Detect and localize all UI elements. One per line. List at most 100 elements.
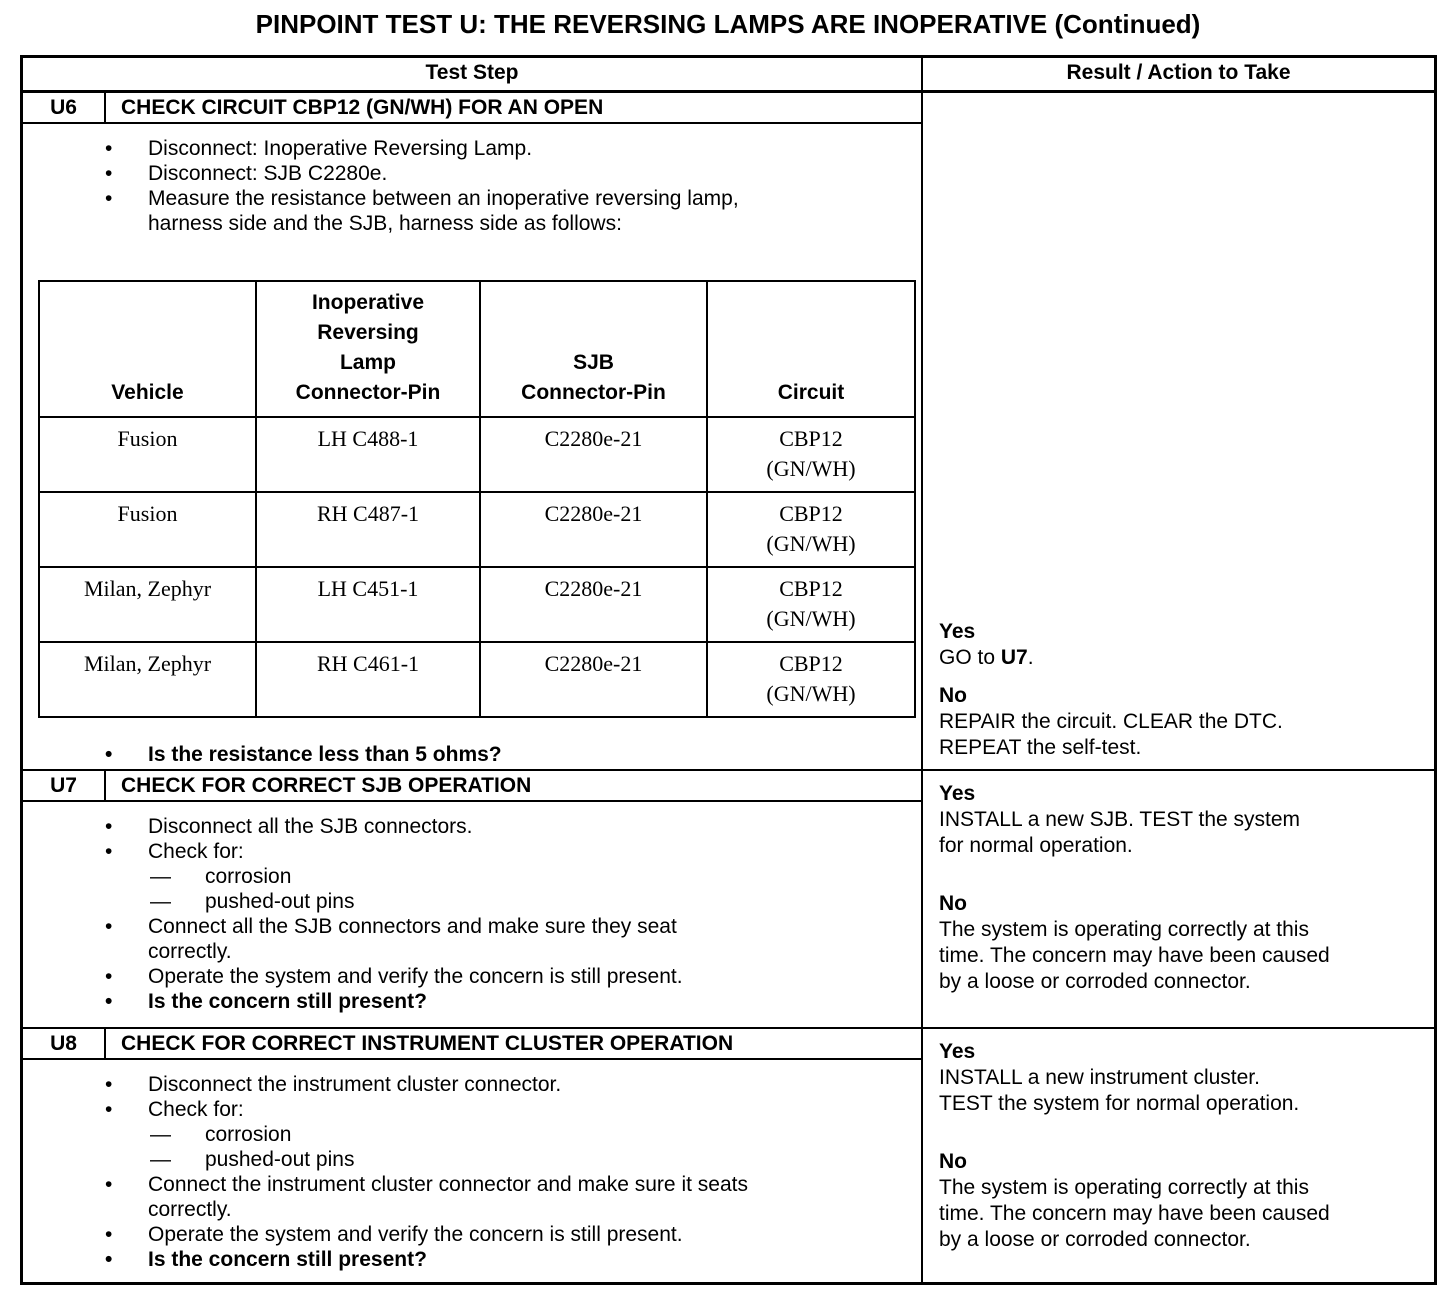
lamp-connector-pin-cell: LH C488-1 [255,416,481,493]
text-line: Measure the resistance between an inoper… [148,187,739,210]
text-segment: . [1027,646,1034,669]
result-yes-label: Yes [939,782,976,805]
text-line: Lamp [339,351,396,374]
text-line: correctly. [148,940,232,963]
text-line: INSTALL a new SJB. TEST the system [939,808,1301,831]
text-line: Vehicle [111,381,184,404]
text-line: INSTALL a new instrument cluster. [939,1066,1260,1089]
result-yes-action: INSTALL a new SJB. TEST the system for n… [939,807,1420,859]
lamp-connector-pin-cell: RH C487-1 [255,491,481,568]
circuit-cell: CBP12 (GN/WH) [706,566,916,643]
text-line: REPEAT the self-test. [939,736,1142,759]
step-id-u6: U6 [23,93,106,122]
result-yes-action: INSTALL a new instrument cluster. TEST t… [939,1065,1420,1117]
step-body-u7: • Disconnect all the SJB connectors. • C… [23,802,921,1027]
circuit-cell: CBP12 (GN/WH) [706,416,916,493]
step-title-u8: CHECK FOR CORRECT INSTRUMENT CLUSTER OPE… [121,1031,734,1055]
sjb-connector-pin-cell: C2280e-21 [479,566,708,643]
result-yes-label: Yes [939,1040,976,1063]
text-line: (GN/WH) [766,681,856,706]
text-line: time. The concern may have been caused [939,1202,1330,1225]
column-header-test-step: Test Step [23,58,923,90]
text-line: by a loose or corroded connector. [939,1228,1251,1251]
vehicle-cell: Fusion [38,491,257,568]
result-no-action: REPAIR the circuit. CLEAR the DTC. REPEA… [939,709,1420,761]
text-line: CBP12 [779,501,843,526]
step-header-u6: U6 CHECK CIRCUIT CBP12 (GN/WH) FOR AN OP… [23,93,921,124]
lamp-connector-pin-cell: RH C461-1 [255,641,481,718]
page-title: PINPOINT TEST U: THE REVERSING LAMPS ARE… [255,9,1201,39]
column-header-result: Result / Action to Take [1066,61,1291,84]
bullet-icon: • [105,1098,113,1121]
text-line: Disconnect all the SJB connectors. [148,815,473,838]
result-no-label: No [939,684,967,707]
bullet-icon: • [105,137,113,160]
sjb-connector-pin-cell: C2280e-21 [479,641,708,718]
result-yes-label: Yes [939,620,976,643]
step-body-u6: • Disconnect: Inoperative Reversing Lamp… [23,124,921,769]
dash-icon: — [150,865,171,888]
step-row-u6: U6 CHECK CIRCUIT CBP12 (GN/WH) FOR AN OP… [23,93,1434,771]
text-line: for normal operation. [939,834,1133,857]
bullet-icon: • [105,965,113,988]
step-header-u8: U8 CHECK FOR CORRECT INSTRUMENT CLUSTER … [23,1029,921,1060]
table-header-row: Test Step Result / Action to Take [23,58,1434,93]
step-id-u8: U8 [23,1029,106,1058]
step-row-u8: U8 CHECK FOR CORRECT INSTRUMENT CLUSTER … [23,1029,1434,1282]
text-line: Connector-Pin [521,381,666,404]
bullet-icon: • [105,1223,113,1246]
instruction-item: • Disconnect the instrument cluster conn… [105,1072,921,1097]
step-reference: U7 [1000,646,1028,669]
step-question-u6: • Is the resistance less than 5 ohms? [105,742,921,767]
text-line: Disconnect the instrument cluster connec… [148,1073,562,1096]
text-line: SJB [573,351,614,374]
instruction-subitem: — pushed-out pins [105,889,921,914]
result-cell-u7: Yes INSTALL a new SJB. TEST the system f… [923,771,1434,1027]
result-cell-u6: Yes GO to U7. No REPAIR the circuit. CLE… [923,93,1434,769]
text-line: CBP12 [779,576,843,601]
text-line: Inoperative [311,291,425,314]
text-line: Connect all the SJB connectors and make … [148,915,677,938]
instruction-item: • Disconnect: SJB C2280e. [105,161,921,186]
dash-icon: — [150,890,171,913]
measurement-row: Fusion LH C488-1 C2280e-21 CBP12 (GN/WH) [38,416,916,493]
bullet-icon: • [105,815,113,838]
text-line: Is the concern still present? [148,990,427,1013]
instruction-item: • Disconnect: Inoperative Reversing Lamp… [105,136,921,161]
instruction-list-u8: • Disconnect the instrument cluster conn… [105,1072,921,1272]
test-step-cell-u6: U6 CHECK CIRCUIT CBP12 (GN/WH) FOR AN OP… [23,93,923,769]
text-line: corrosion [205,865,292,888]
text-line: CBP12 [779,651,843,676]
text-line: REPAIR the circuit. CLEAR the DTC. [939,710,1283,733]
measurement-col-header-circuit: Circuit [706,280,916,418]
text-line: (GN/WH) [766,531,856,556]
instruction-subitem: — corrosion [105,864,921,889]
instruction-item: • Connect the instrument cluster connect… [105,1172,921,1222]
text-line: Check for: [148,840,244,863]
bullet-icon: • [105,187,113,210]
vehicle-cell: Fusion [38,416,257,493]
text-line: Circuit [777,381,845,404]
instruction-list-u6: • Disconnect: Inoperative Reversing Lamp… [105,136,921,236]
text-line: Is the resistance less than 5 ohms? [148,743,502,766]
step-question-u8: • Is the concern still present? [105,1247,921,1272]
bullet-icon: • [105,1173,113,1196]
instruction-item: • Check for: [105,839,921,864]
measurement-row: Fusion RH C487-1 C2280e-21 CBP12 (GN/WH) [38,491,916,568]
step-title-u7: CHECK FOR CORRECT SJB OPERATION [121,773,532,797]
bullet-icon: • [105,990,113,1013]
text-line: harness side and the SJB, harness side a… [148,212,622,235]
text-line: Is the concern still present? [148,1248,427,1271]
measurement-col-header-sjb-connector-pin: SJB Connector-Pin [479,280,708,418]
text-line: correctly. [148,1198,232,1221]
text-line: time. The concern may have been caused [939,944,1330,967]
text-line: Disconnect: Inoperative Reversing Lamp. [148,137,533,160]
result-yes-action: GO to U7. [939,645,1420,671]
measurement-col-header-lamp-connector-pin: Inoperative Reversing Lamp Connector-Pin [255,280,481,418]
vehicle-cell: Milan, Zephyr [38,566,257,643]
instruction-list-u7: • Disconnect all the SJB connectors. • C… [105,814,921,1014]
circuit-cell: CBP12 (GN/WH) [706,491,916,568]
text-line: (GN/WH) [766,456,856,481]
instruction-subitem: — corrosion [105,1122,921,1147]
result-no-label: No [939,1150,967,1173]
